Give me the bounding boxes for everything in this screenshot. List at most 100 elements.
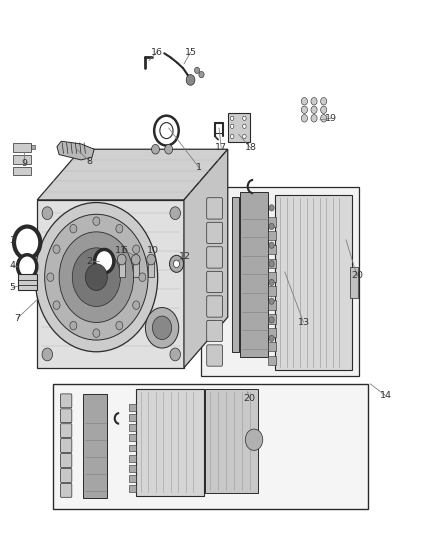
Bar <box>350 266 358 298</box>
Circle shape <box>152 316 172 340</box>
Circle shape <box>133 245 140 254</box>
Circle shape <box>321 98 327 105</box>
Circle shape <box>269 242 274 248</box>
Bar <box>129 414 136 421</box>
Circle shape <box>53 245 60 254</box>
Polygon shape <box>37 149 228 200</box>
Bar <box>240 192 268 357</box>
FancyBboxPatch shape <box>207 320 223 342</box>
Bar <box>133 260 139 277</box>
Circle shape <box>53 301 60 309</box>
Bar <box>129 404 136 411</box>
Circle shape <box>72 248 120 306</box>
FancyBboxPatch shape <box>60 483 72 497</box>
FancyBboxPatch shape <box>60 454 72 467</box>
Circle shape <box>230 116 234 120</box>
Text: 17: 17 <box>215 143 227 152</box>
Bar <box>268 342 276 351</box>
Text: 3: 3 <box>9 237 15 245</box>
Circle shape <box>85 264 107 290</box>
Polygon shape <box>37 200 184 368</box>
FancyBboxPatch shape <box>207 271 223 293</box>
Circle shape <box>70 321 77 330</box>
Text: 5: 5 <box>9 284 15 292</box>
FancyBboxPatch shape <box>60 394 72 408</box>
Bar <box>83 394 107 498</box>
Bar <box>53 384 368 509</box>
Circle shape <box>170 255 184 272</box>
Circle shape <box>170 207 180 220</box>
Circle shape <box>160 123 173 139</box>
Circle shape <box>116 321 123 330</box>
Circle shape <box>14 227 40 259</box>
Text: 14: 14 <box>379 391 392 400</box>
Polygon shape <box>201 187 359 376</box>
Bar <box>136 389 204 496</box>
Text: 20: 20 <box>351 271 363 280</box>
Bar <box>129 434 136 441</box>
Circle shape <box>269 298 274 304</box>
Circle shape <box>269 223 274 230</box>
Text: 20: 20 <box>244 394 256 403</box>
Circle shape <box>93 329 100 337</box>
Bar <box>18 274 37 290</box>
Bar <box>268 259 276 268</box>
Text: 9: 9 <box>21 159 27 168</box>
Bar <box>268 314 276 324</box>
Polygon shape <box>184 149 228 368</box>
Text: 11: 11 <box>114 246 127 255</box>
Circle shape <box>243 134 246 139</box>
Circle shape <box>147 254 155 265</box>
Circle shape <box>47 273 54 281</box>
Circle shape <box>230 124 234 128</box>
Bar <box>129 465 136 472</box>
Bar <box>268 231 276 240</box>
Circle shape <box>269 279 274 286</box>
Circle shape <box>154 116 179 146</box>
Bar <box>148 260 154 277</box>
Circle shape <box>170 348 180 361</box>
Circle shape <box>245 429 263 450</box>
Circle shape <box>42 348 53 361</box>
Bar <box>129 475 136 482</box>
Polygon shape <box>57 141 94 160</box>
Circle shape <box>117 254 126 265</box>
Circle shape <box>152 144 159 154</box>
Circle shape <box>35 203 158 352</box>
Bar <box>13 143 31 152</box>
FancyBboxPatch shape <box>207 198 223 219</box>
Circle shape <box>269 205 274 211</box>
Circle shape <box>186 75 195 85</box>
Text: 2: 2 <box>87 257 93 265</box>
Text: 16: 16 <box>151 48 163 56</box>
Circle shape <box>139 273 146 281</box>
Text: 13: 13 <box>297 318 310 327</box>
Circle shape <box>59 232 134 322</box>
Bar <box>268 328 276 337</box>
Text: 1: 1 <box>196 164 202 172</box>
Circle shape <box>321 115 327 122</box>
FancyBboxPatch shape <box>60 424 72 438</box>
Bar <box>13 167 31 175</box>
Bar <box>268 300 276 310</box>
Bar <box>31 145 35 149</box>
Circle shape <box>301 98 307 105</box>
Circle shape <box>165 144 173 154</box>
FancyBboxPatch shape <box>60 409 72 423</box>
Circle shape <box>18 255 37 278</box>
Circle shape <box>173 260 180 268</box>
FancyBboxPatch shape <box>207 296 223 317</box>
Text: 15: 15 <box>184 48 197 56</box>
Bar <box>268 286 276 296</box>
Text: 10: 10 <box>146 246 159 255</box>
Circle shape <box>301 106 307 114</box>
Circle shape <box>199 71 204 78</box>
Circle shape <box>269 335 274 342</box>
Circle shape <box>311 106 317 114</box>
Circle shape <box>133 301 140 309</box>
FancyBboxPatch shape <box>207 247 223 268</box>
Text: 18: 18 <box>244 143 257 152</box>
FancyBboxPatch shape <box>207 222 223 244</box>
Bar <box>228 113 250 142</box>
Bar <box>13 155 31 164</box>
